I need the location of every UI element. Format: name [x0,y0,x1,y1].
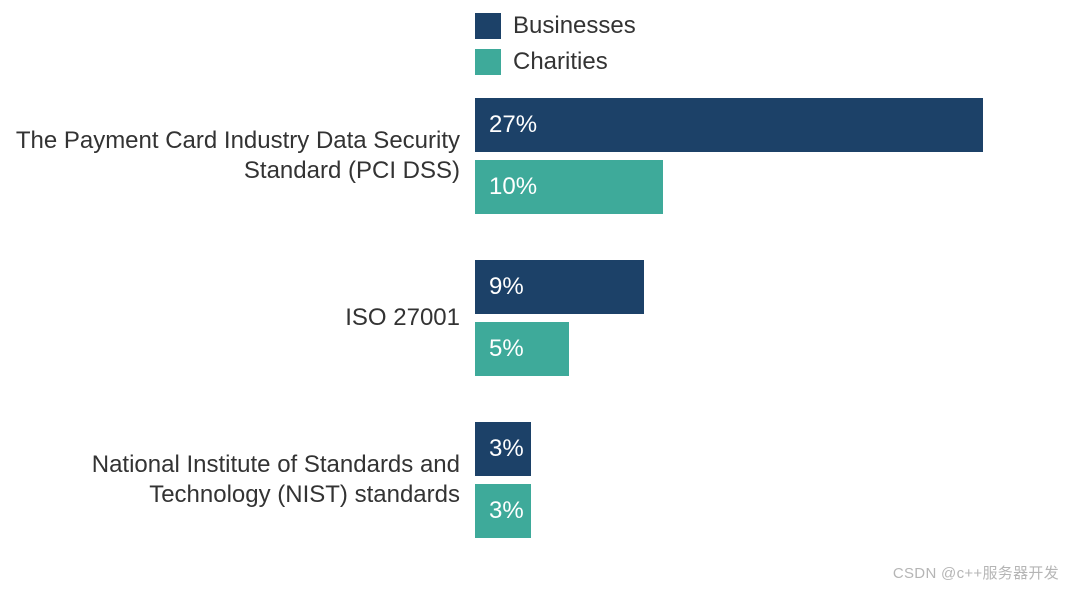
legend: Businesses Charities [475,8,636,80]
category-label: ISO 27001 [0,303,460,333]
legend-label-businesses: Businesses [513,12,636,40]
legend-item-charities: Charities [475,44,636,80]
bar-value: 3% [475,435,524,463]
bar-value: 5% [475,335,524,363]
legend-item-businesses: Businesses [475,8,636,44]
bar-value: 10% [475,173,537,201]
chart-root: Businesses Charities The Payment Card In… [0,0,1073,589]
bar-businesses: 9% [475,260,644,314]
bar-charities: 3% [475,484,531,538]
bar-value: 27% [475,111,537,139]
bar-businesses: 3% [475,422,531,476]
legend-swatch-charities [475,49,501,75]
watermark: CSDN @c++服务器开发 [893,562,1059,583]
bar-value: 3% [475,497,524,525]
category-bars: 9% 5% [475,260,644,384]
bar-charities: 10% [475,160,663,214]
category-label: The Payment Card Industry Data Security … [0,126,460,186]
bar-businesses: 27% [475,98,983,152]
category-bars: 27% 10% [475,98,983,222]
bar-value: 9% [475,273,524,301]
category-bars: 3% 3% [475,422,531,546]
legend-swatch-businesses [475,13,501,39]
bar-charities: 5% [475,322,569,376]
legend-label-charities: Charities [513,48,608,76]
category-label: National Institute of Standards and Tech… [0,450,460,510]
